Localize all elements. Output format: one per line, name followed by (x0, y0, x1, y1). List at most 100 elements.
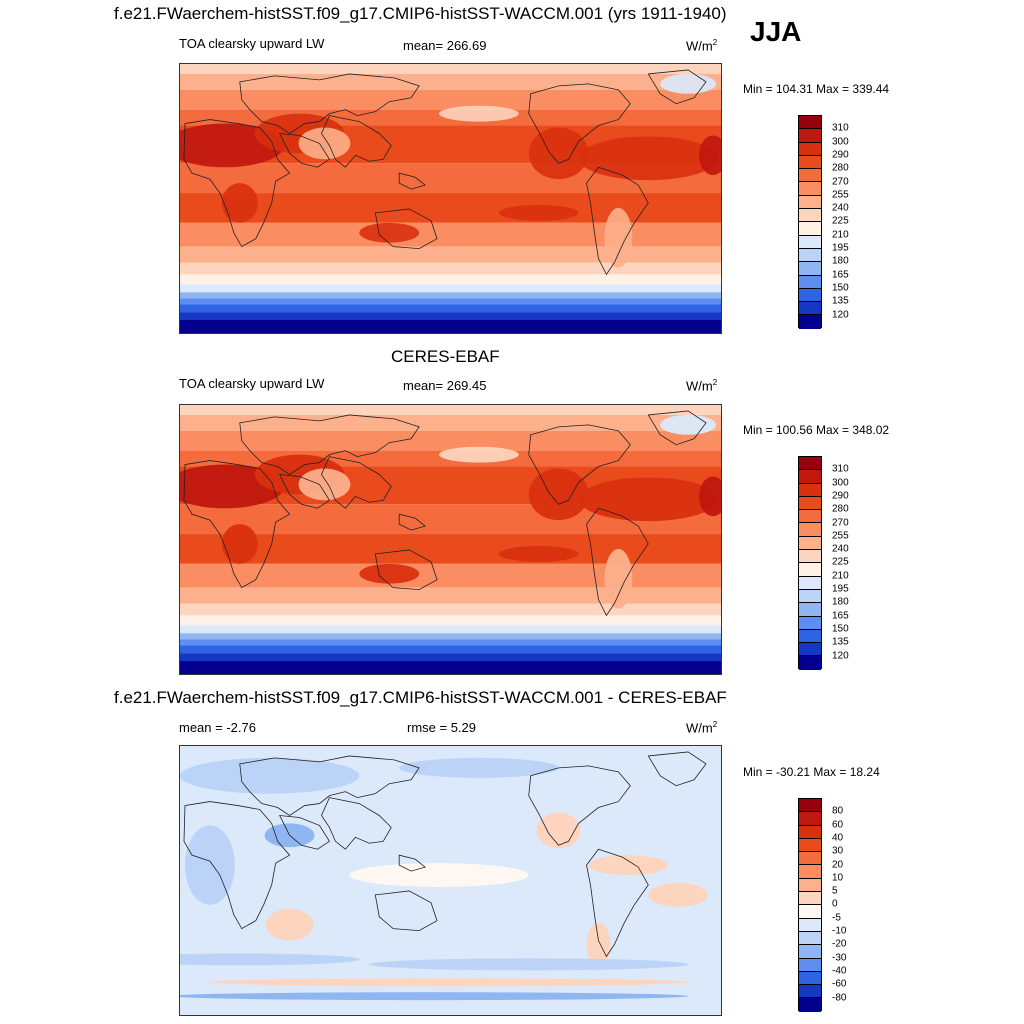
figure-title: f.e21.FWaerchem-histSST.f09_g17.CMIP6-hi… (114, 4, 727, 23)
colorbar-tick-label: 120 (832, 650, 849, 661)
colorbar-box (799, 865, 821, 879)
colorbar-box (799, 483, 821, 497)
panel2-minmax-label: Min = 100.56 Max = 348.02 (743, 423, 890, 437)
colorbar-tick-label: -30 (832, 952, 847, 964)
colorbar-tick-label: 300 (832, 477, 849, 489)
panel1-minmax-label: Min = 104.31 Max = 339.44 (743, 82, 890, 96)
colorbar-box (799, 262, 821, 276)
colorbar-tick-label: 165 (832, 610, 849, 622)
colorbar-tick-label: 180 (832, 255, 849, 267)
colorbar-box (799, 155, 821, 170)
panel3-map (179, 745, 722, 1016)
colorbar-tick-label: 40 (832, 832, 844, 844)
panel3-colorbar (798, 798, 822, 1012)
colorbar-box (799, 799, 821, 813)
colorbar-box (799, 603, 821, 617)
panel1-colorbar (798, 115, 822, 329)
colorbar-tick-label: 80 (832, 805, 844, 817)
panel2-units-label: W/m2 (686, 378, 718, 394)
panel3-heading: f.e21.FWaerchem-histSST.f09_g17.CMIP6-hi… (114, 688, 727, 707)
colorbar-box (799, 288, 821, 303)
colorbar-tick-label: 5 (832, 885, 838, 897)
colorbar-tick-label: 240 (832, 543, 849, 555)
colorbar-box (799, 812, 821, 826)
colorbar-tick-label: 0 (832, 898, 838, 910)
colorbar-box (799, 182, 821, 196)
colorbar-box (799, 985, 821, 999)
colorbar-tick-label: 165 (832, 269, 849, 281)
panel2-colorbar (798, 456, 822, 670)
colorbar-tick-label: 270 (832, 176, 849, 187)
colorbar-box (799, 470, 821, 484)
colorbar-tick-label: 280 (832, 503, 849, 515)
colorbar-box (799, 958, 821, 972)
colorbar-tick-label: -80 (832, 992, 847, 1003)
colorbar-tick-label: 30 (832, 845, 844, 857)
colorbar-box (799, 195, 821, 210)
colorbar-tick-label: 255 (832, 530, 849, 542)
colorbar-box (799, 892, 821, 906)
colorbar-box (799, 838, 821, 853)
panel3-rmse-label: rmse = 5.29 (407, 720, 477, 735)
panel2-variable-label: TOA clearsky upward LW (179, 376, 325, 391)
panel1-variable-label: TOA clearsky upward LW (179, 36, 325, 51)
map-field (180, 64, 721, 333)
colorbar-tick-label: 180 (832, 596, 849, 608)
colorbar-tick-label: -60 (832, 978, 847, 990)
colorbar-box (799, 142, 821, 156)
colorbar-tick-label: 310 (832, 122, 849, 134)
colorbar-box (799, 169, 821, 183)
colorbar-box (799, 457, 821, 471)
colorbar-box (799, 209, 821, 223)
colorbar-tick-label: 60 (832, 819, 844, 831)
colorbar-box (799, 523, 821, 537)
colorbar-box (799, 302, 821, 316)
colorbar-box (799, 550, 821, 564)
colorbar-tick-label: 225 (832, 215, 849, 227)
season-label: JJA (750, 16, 802, 47)
map-field (180, 746, 721, 1015)
colorbar-box (799, 510, 821, 524)
map-field (180, 405, 721, 674)
colorbar-tick-label: 210 (832, 229, 849, 241)
colorbar-tick-label: 10 (832, 872, 844, 884)
panel3-mean-label: mean = -2.76 (179, 720, 256, 735)
colorbar-box (799, 643, 821, 657)
colorbar-tick-label: 20 (832, 859, 844, 870)
colorbar-tick-label: 255 (832, 189, 849, 201)
colorbar-box (799, 248, 821, 263)
colorbar-box (799, 905, 821, 919)
colorbar-tick-label: -10 (832, 925, 847, 937)
colorbar-box (799, 563, 821, 577)
colorbar-box (799, 852, 821, 866)
colorbar-box (799, 235, 821, 249)
colorbar-tick-label: 150 (832, 282, 849, 294)
colorbar-box (799, 616, 821, 630)
colorbar-box (799, 275, 821, 289)
colorbar-tick-label: 280 (832, 162, 849, 174)
colorbar-tick-label: 150 (832, 623, 849, 635)
colorbar-box (799, 878, 821, 893)
panel3-minmax-label: Min = -30.21 Max = 18.24 (743, 765, 880, 779)
colorbar-box (799, 971, 821, 986)
panel1-mean-label: mean= 266.69 (403, 38, 487, 53)
panel3-units-label: W/m2 (686, 720, 718, 736)
colorbar-tick-label: 120 (832, 309, 849, 320)
colorbar-tick-label: 300 (832, 136, 849, 148)
colorbar-tick-label: 290 (832, 149, 849, 161)
colorbar-box (799, 998, 821, 1012)
colorbar-box (799, 918, 821, 932)
colorbar-tick-label: 240 (832, 202, 849, 214)
colorbar-tick-label: 195 (832, 242, 849, 254)
colorbar-box (799, 536, 821, 551)
colorbar-box (799, 629, 821, 644)
colorbar-box (799, 931, 821, 946)
colorbar-tick-label: -5 (832, 912, 841, 924)
colorbar-box (799, 315, 821, 329)
colorbar-box (799, 116, 821, 130)
colorbar-box (799, 825, 821, 839)
colorbar-tick-label: 210 (832, 570, 849, 582)
colorbar-tick-label: -20 (832, 938, 847, 950)
panel2-heading: CERES-EBAF (391, 347, 500, 366)
colorbar-tick-label: 290 (832, 490, 849, 502)
